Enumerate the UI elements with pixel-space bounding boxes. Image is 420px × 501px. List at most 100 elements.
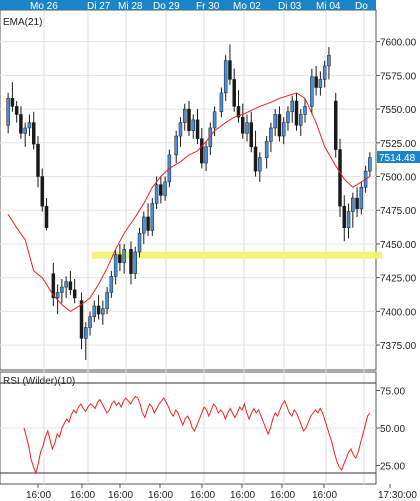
candle-body (195, 119, 200, 140)
candle-body (277, 114, 282, 137)
candle-body (146, 216, 150, 231)
grid-lines (0, 10, 376, 484)
candle-body (200, 138, 204, 164)
time-tick-label: 16:00 (70, 490, 95, 501)
price-tick-label: 7375.00 (380, 341, 417, 352)
candle-body (122, 249, 126, 264)
price-tick-label: 7450.00 (380, 240, 417, 251)
candle-body (355, 197, 359, 210)
candle-body (212, 111, 217, 129)
day-label: Do (355, 1, 368, 12)
rsi-axis: 25.00 50.00 75.00 (376, 387, 405, 473)
candle-body (368, 157, 372, 172)
candle-body (129, 249, 133, 274)
candle-body (113, 254, 118, 277)
last-price-label: 7514.48 (379, 153, 416, 164)
rsi-tick-label: 50.00 (380, 424, 405, 435)
day-label-strip: Mo 26 Di 27 Mi 28 Do 29 Fr 30 Mo 02 Di 03 Mi 04… (0, 0, 376, 12)
time-axis-bg (0, 485, 420, 501)
candle-body (118, 254, 122, 264)
candle-body (310, 76, 314, 107)
candle-body (351, 197, 355, 212)
price-tick-label: 7475.00 (380, 206, 417, 217)
candle-body (142, 216, 146, 234)
candle-body (92, 305, 97, 318)
day-label: Di 03 (278, 1, 302, 12)
candle-body (79, 300, 84, 339)
candle-body (204, 146, 208, 164)
candle-body (327, 54, 331, 67)
rsi-line (23, 395, 371, 475)
candle-body (290, 100, 294, 113)
rsi-title: RSI (Wilder)(10) (3, 376, 75, 387)
rsi-reference-lines (0, 382, 376, 474)
candle-body (55, 292, 60, 299)
day-label: Di 27 (87, 1, 111, 12)
day-label: Do 29 (153, 1, 180, 12)
candle-body (338, 149, 342, 207)
candle-body (258, 157, 262, 172)
day-label: Mi 28 (118, 1, 143, 12)
candle-body (133, 251, 137, 274)
candle-body (27, 122, 32, 129)
candle-body (105, 292, 109, 309)
candles (6, 44, 372, 360)
candlestick-panel (0, 9, 377, 371)
time-tick-label: 16:00 (26, 490, 51, 501)
candle-body (333, 100, 338, 150)
time-tick-label: 16:00 (270, 490, 295, 501)
candle-body (269, 127, 273, 142)
candle-body (273, 114, 277, 129)
last-price-bg (377, 151, 420, 163)
day-strip-bg (0, 0, 376, 10)
price-tick-label: 7600.00 (380, 38, 417, 49)
candle-body (346, 211, 351, 229)
candle-body (281, 122, 286, 137)
candle-body (6, 98, 10, 126)
candle-body (88, 316, 92, 328)
day-label: Mo 26 (30, 1, 58, 12)
candle-body (101, 308, 105, 315)
candle-body (10, 98, 15, 107)
candle-body (60, 286, 64, 293)
candle-body (19, 114, 23, 134)
support-band (92, 251, 382, 259)
time-tick-label: 16:00 (230, 490, 255, 501)
candle-body (191, 119, 196, 131)
day-label: Fr 30 (196, 1, 220, 12)
candle-body (44, 205, 49, 229)
ema-line (7, 92, 371, 313)
day-label: Mo 02 (233, 1, 261, 12)
price-tick-label: 7575.00 (380, 71, 417, 82)
candle-body (245, 122, 249, 134)
price-axis-bg (377, 10, 420, 484)
candle-body (72, 289, 77, 299)
price-tick-label: 7400.00 (380, 307, 417, 318)
candle-body (159, 184, 163, 196)
day-label: Mi 04 (316, 1, 341, 12)
candle-body (150, 203, 155, 231)
candle-body (154, 184, 159, 204)
candle-body (236, 106, 241, 118)
candle-body (241, 116, 245, 134)
candle-body (23, 127, 27, 134)
candle-body (264, 141, 269, 158)
rsi-tick-label: 75.00 (380, 387, 405, 398)
candle-body (84, 327, 88, 339)
candle-body (249, 122, 254, 148)
candle-body (223, 60, 228, 94)
candle-body (286, 111, 290, 123)
candle-body (303, 106, 307, 115)
candle-body (232, 79, 236, 107)
candle-body (322, 65, 327, 80)
time-tick-label: 16:00 (190, 490, 215, 501)
candle-body (68, 281, 73, 291)
ema-title: EMA(21) (3, 17, 42, 28)
candle-body (359, 187, 364, 210)
candle-body (31, 122, 36, 145)
candle-body (14, 106, 19, 115)
candle-body (163, 181, 167, 196)
candle-body (219, 92, 224, 113)
candle-body (342, 205, 347, 229)
